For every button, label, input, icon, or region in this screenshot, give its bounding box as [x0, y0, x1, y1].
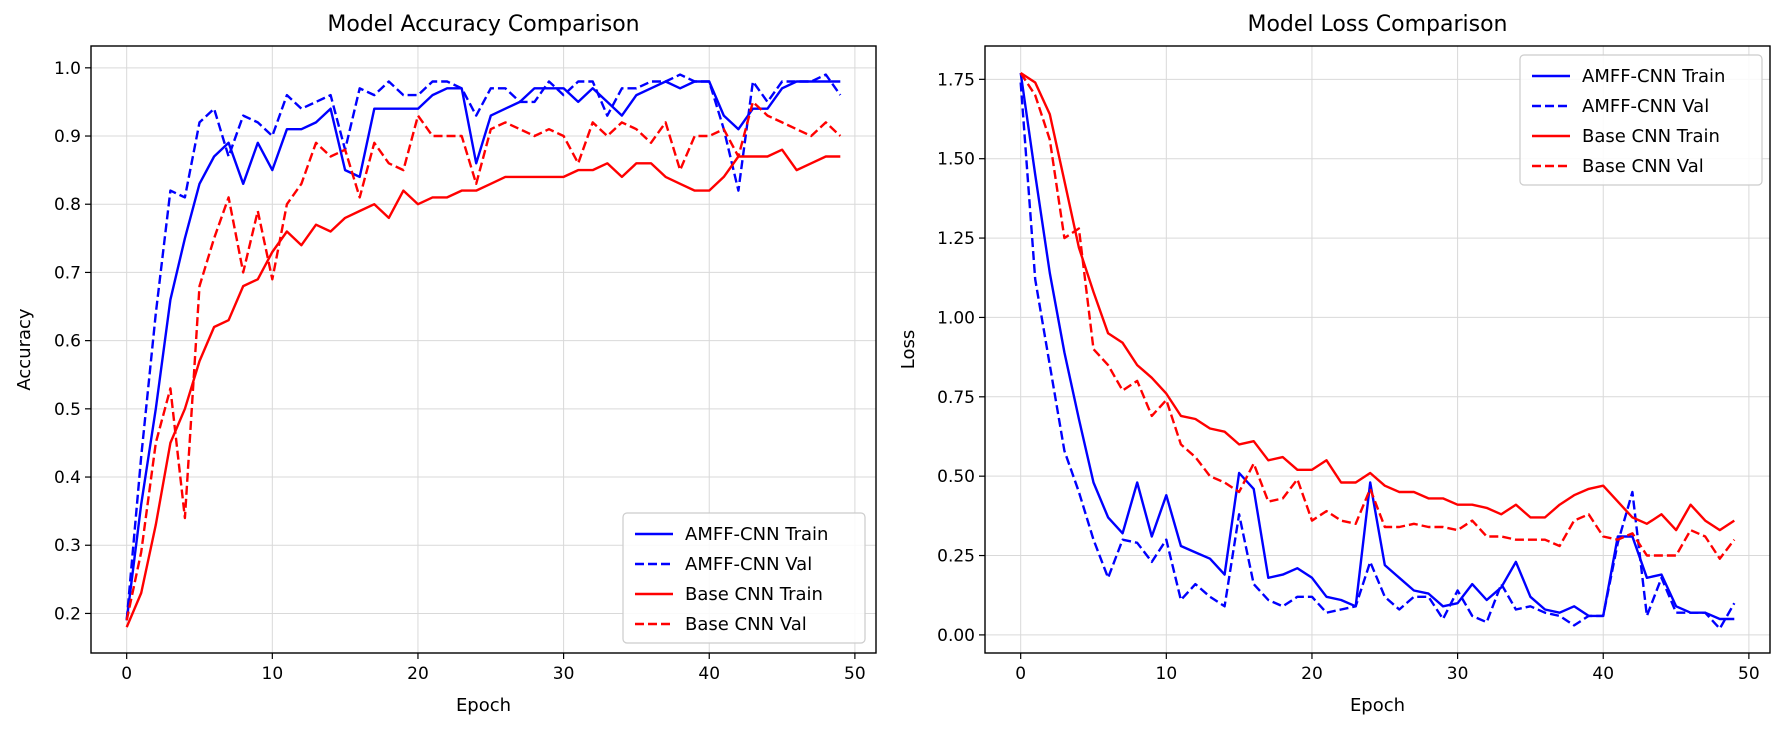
- loss-x-axis-title: Epoch: [1350, 695, 1405, 716]
- accuracy-y-tick-label: 1.0: [54, 59, 81, 79]
- loss-y-tick-label: 0.25: [937, 547, 975, 567]
- loss-y-tick-label: 0.50: [937, 467, 975, 487]
- accuracy-x-tick-label: 50: [844, 664, 866, 684]
- loss-ticks: 0 10 20 30 40 50 0.00 0.25 0.50 0.75 1.00 1.25 1.50 1…: [937, 70, 1760, 684]
- accuracy-y-tick-label: 0.7: [54, 263, 81, 283]
- loss-y-tick-label: 1.50: [937, 150, 975, 170]
- accuracy-x-tick-label: 40: [698, 664, 720, 684]
- accuracy-y-axis-title: Accuracy: [14, 308, 35, 391]
- accuracy-chart-title: Model Accuracy Comparison: [327, 12, 639, 37]
- loss-x-tick-label: 30: [1447, 664, 1469, 684]
- loss-legend: AMFF-CNN Train AMFF-CNN Val Base CNN Tra…: [1519, 54, 1763, 186]
- accuracy-y-tick-label: 0.4: [54, 468, 81, 488]
- accuracy-series-line-3: [125, 148, 841, 628]
- loss-legend-box: [1519, 54, 1763, 186]
- accuracy-legend-label-amff-val: AMFF-CNN Val: [685, 554, 812, 575]
- loss-x-tick-label: 20: [1301, 664, 1323, 684]
- accuracy-legend: AMFF-CNN Train AMFF-CNN Val Base CNN Tra…: [622, 512, 866, 644]
- accuracy-x-tick-label: 30: [553, 664, 575, 684]
- loss-y-tick-label: 0.75: [937, 388, 975, 408]
- loss-plot-frame: [984, 45, 1771, 654]
- loss-y-tick-label: 1.25: [937, 229, 975, 249]
- accuracy-y-tick-label: 0.8: [54, 195, 81, 215]
- loss-series: [1019, 71, 1736, 630]
- accuracy-legend-label-base-val: Base CNN Val: [685, 614, 807, 635]
- accuracy-legend-label-base-train: Base CNN Train: [685, 584, 823, 605]
- loss-y-tick-label: 0.00: [937, 626, 975, 646]
- accuracy-legend-label-amff-train: AMFF-CNN Train: [685, 524, 828, 545]
- accuracy-x-tick-label: 0: [121, 664, 132, 684]
- loss-y-tick-label: 1.00: [937, 308, 975, 328]
- accuracy-y-tick-label: 0.6: [54, 332, 81, 352]
- loss-series-line-3: [1020, 71, 1735, 532]
- accuracy-series-line-4: [125, 100, 842, 621]
- accuracy-x-axis-title: Epoch: [456, 695, 511, 716]
- loss-series-line-2: [1019, 82, 1736, 630]
- loss-legend-label-base-train: Base CNN Train: [1582, 126, 1720, 147]
- loss-y-tick-label: 1.75: [937, 70, 975, 90]
- accuracy-series-line-2: [125, 73, 842, 621]
- loss-x-tick-label: 0: [1015, 664, 1026, 684]
- accuracy-y-tick-label: 0.2: [54, 604, 81, 624]
- loss-chart-title: Model Loss Comparison: [1247, 12, 1507, 37]
- loss-series-line-1: [1019, 72, 1735, 621]
- accuracy-y-tick-label: 0.9: [54, 127, 81, 147]
- loss-x-tick-label: 50: [1738, 664, 1760, 684]
- loss-legend-label-amff-train: AMFF-CNN Train: [1582, 66, 1725, 87]
- loss-x-tick-label: 10: [1156, 664, 1178, 684]
- accuracy-chart: 0 10 20 30 40 50 0.2 0.3 0.4 0.5 0.6 0.7 0.8 0.9 1.0 M…: [14, 12, 877, 716]
- loss-legend-label-amff-val: AMFF-CNN Val: [1582, 96, 1709, 117]
- accuracy-plot-frame: [90, 45, 877, 654]
- loss-legend-label-base-val: Base CNN Val: [1582, 156, 1704, 177]
- accuracy-x-tick-label: 10: [262, 664, 284, 684]
- loss-chart: 0 10 20 30 40 50 0.00 0.25 0.50 0.75 1.00 1.25 1.50 1…: [898, 12, 1771, 716]
- loss-y-axis-title: Loss: [898, 330, 919, 369]
- accuracy-y-tick-label: 0.3: [54, 536, 81, 556]
- accuracy-legend-box: [622, 512, 866, 644]
- accuracy-series-line-1: [125, 80, 841, 621]
- accuracy-ticks: 0 10 20 30 40 50 0.2 0.3 0.4 0.5 0.6 0.7 0.8 0.9 1.0: [54, 59, 866, 684]
- accuracy-series: [125, 73, 842, 628]
- loss-series-line-4: [1019, 72, 1736, 560]
- accuracy-x-tick-label: 20: [407, 664, 429, 684]
- accuracy-y-tick-label: 0.5: [54, 400, 81, 420]
- loss-x-tick-label: 40: [1592, 664, 1614, 684]
